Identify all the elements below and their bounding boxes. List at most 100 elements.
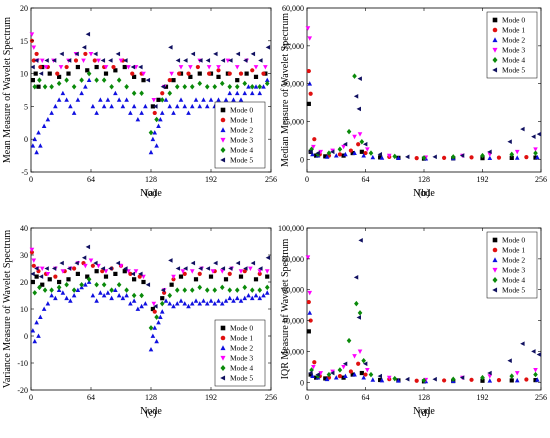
data-point [536,352,542,357]
data-point [249,90,255,96]
data-point [234,287,240,293]
legend-box [214,319,266,387]
data-point [59,51,64,57]
x-tick-label: 256 [535,175,547,184]
data-point [138,64,143,70]
data-point [41,123,47,128]
data-point [357,132,363,137]
data-point [249,295,255,301]
data-point [308,149,313,155]
data-point [386,153,392,159]
data-point [249,287,255,293]
data-point [160,296,165,301]
legend-marker [492,247,498,253]
data-point [250,68,255,73]
data-point [307,310,313,315]
data-point [128,110,133,115]
data-point [189,103,195,109]
y-tick-label: 15,000 [282,118,304,127]
data-point [228,58,233,63]
data-point [306,101,311,106]
data-point [205,58,211,63]
data-point [257,271,262,276]
data-point [53,103,58,109]
data-point [531,349,536,354]
data-point [432,376,437,382]
data-point [32,290,38,296]
data-point [315,150,320,156]
data-point [442,155,447,160]
data-point [356,361,361,366]
data-point [216,68,221,73]
data-point [38,274,44,279]
data-point [57,74,62,79]
data-point [261,71,266,76]
data-point [514,371,520,376]
data-point [197,271,202,276]
data-point [348,148,353,153]
data-point [201,298,206,303]
y-tick-label: 0 [300,378,304,387]
data-point [311,364,316,370]
y-tick-label: 30,000 [282,80,304,89]
data-point [148,325,154,331]
data-point [188,65,193,70]
data-point [531,134,536,139]
data-point [337,367,343,373]
data-point [141,71,146,77]
data-point [326,371,332,378]
data-point [392,153,398,160]
y-tick-label: 80,000 [282,255,304,264]
data-point [36,84,41,89]
data-point [509,378,514,383]
data-point [487,378,493,383]
data-point [83,84,88,89]
data-point [44,58,49,63]
legend-marker [220,117,226,123]
data-point [42,287,48,293]
data-point [45,272,51,277]
data-point [330,149,335,155]
data-point [123,58,128,63]
data-point [108,266,113,271]
data-point [341,364,346,370]
data-point [213,51,218,57]
data-point [75,64,80,70]
data-point [487,370,492,376]
data-point [124,287,129,293]
data-point [487,374,493,379]
x-tick-label: 192 [205,393,217,402]
legend-marker [492,57,498,63]
data-points [305,238,542,384]
legend-marker [220,325,226,331]
data-point [244,71,249,76]
data-point [120,295,126,301]
data-point [216,74,221,79]
data-point [487,155,493,161]
x-tick-label: 0 [29,175,33,184]
data-point [242,269,247,274]
data-point [132,74,137,79]
data-point [459,153,465,158]
data-point [38,71,44,76]
data-point [90,263,95,268]
data-point [243,58,248,63]
data-point [341,144,346,150]
data-point [53,274,58,279]
data-point [253,292,259,298]
legend-marker [220,157,226,163]
legend-entry: Mode 3 [230,136,253,145]
data-point [175,58,181,63]
data-point [156,97,161,102]
legend-marker [492,287,498,293]
y-tick-label: 45,000 [282,42,304,51]
data-point [309,367,314,373]
data-point [118,58,124,63]
data-point [159,300,165,307]
data-point [265,274,270,279]
data-point [49,83,54,90]
data-point [120,103,126,109]
data-point [507,358,512,363]
